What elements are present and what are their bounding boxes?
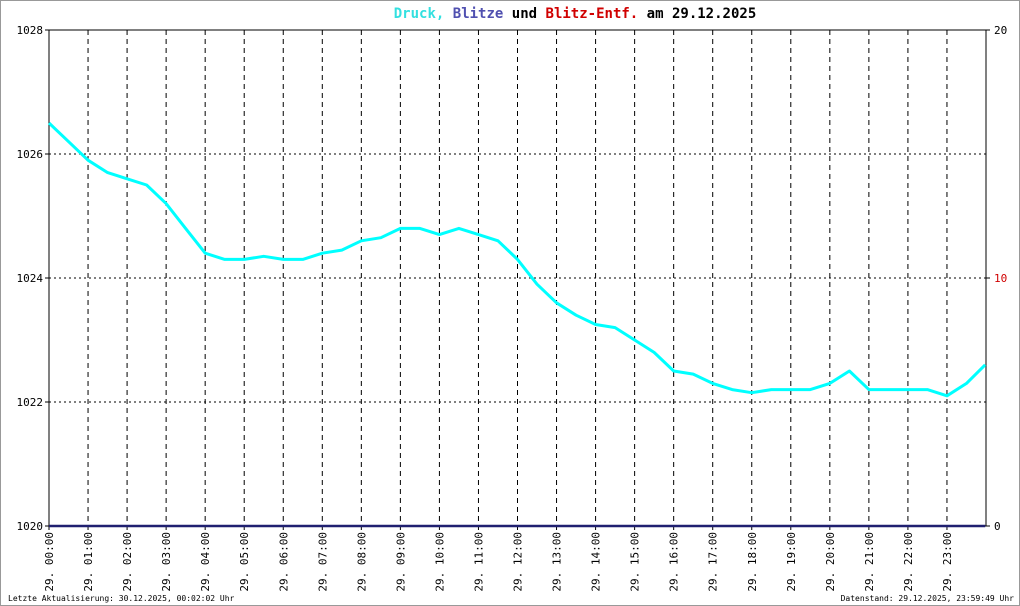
x-tick-label: 29. 18:00	[746, 532, 759, 592]
x-tick-label: 29. 06:00	[277, 532, 290, 592]
y-tick-label: 1028	[17, 24, 44, 37]
title-part: Blitze	[453, 6, 504, 22]
x-tick-label: 29. 05:00	[238, 532, 251, 592]
x-tick-label: 29. 20:00	[824, 532, 837, 592]
x-tick-label: 29. 19:00	[785, 532, 798, 592]
series-line	[47, 121, 987, 398]
title-part: Druck,	[394, 6, 445, 22]
chart-title: Druck, Blitze und Blitz-Entf. am 29.12.2…	[394, 6, 757, 22]
x-tick-label: 29. 23:00	[941, 532, 954, 592]
y-tick-label: 1026	[17, 148, 44, 161]
x-tick-label: 29. 17:00	[707, 532, 720, 592]
x-tick-label: 29. 22:00	[902, 532, 915, 592]
title-part: Blitz-Entf.	[546, 6, 639, 22]
x-tick-label: 29. 15:00	[629, 532, 642, 592]
y-tick-label: 1024	[17, 272, 44, 285]
x-tick-label: 29. 21:00	[863, 532, 876, 592]
y-tick-label: 1022	[17, 396, 44, 409]
x-tick-label: 29. 07:00	[316, 532, 329, 592]
footer-left: Letzte Aktualisierung: 30.12.2025, 00:02…	[8, 594, 235, 603]
x-tick-label: 29. 02:00	[121, 532, 134, 592]
x-tick-label: 29. 16:00	[668, 532, 681, 592]
x-tick-label: 29. 11:00	[472, 532, 485, 592]
x-tick-label: 29. 12:00	[512, 532, 525, 592]
x-tick-label: 29. 09:00	[394, 532, 407, 592]
x-tick-label: 29. 00:00	[43, 532, 56, 592]
title-part: am 29.12.2025	[647, 6, 757, 22]
x-tick-label: 29. 03:00	[160, 532, 173, 592]
y2-tick-label: 10	[994, 272, 1007, 285]
x-tick-label: 29. 04:00	[199, 532, 212, 592]
y2-tick-label: 20	[994, 24, 1007, 37]
footer-right: Datenstand: 29.12.2025, 23:59:49 Uhr	[841, 594, 1015, 603]
x-tick-label: 29. 08:00	[355, 532, 368, 592]
x-tick-label: 29. 14:00	[590, 532, 603, 592]
x-tick-label: 29. 01:00	[82, 532, 95, 592]
y-tick-label: 1020	[17, 520, 44, 533]
title-part: und	[512, 6, 537, 22]
y2-tick-label: 0	[994, 520, 1001, 533]
x-tick-label: 29. 10:00	[433, 532, 446, 592]
x-tick-label: 29. 13:00	[551, 532, 564, 592]
